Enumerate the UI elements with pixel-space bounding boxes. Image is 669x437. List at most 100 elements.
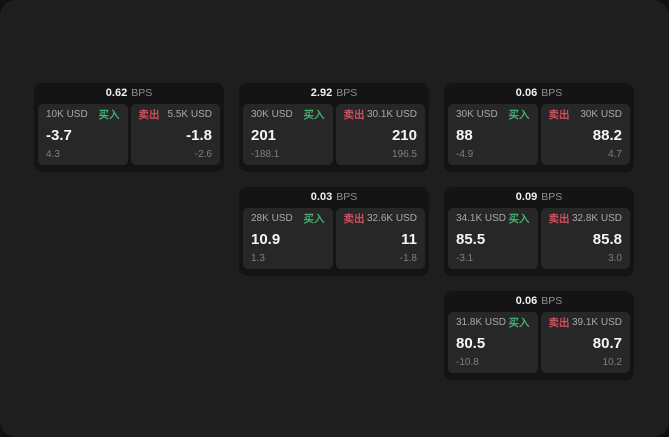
buy-panel-header: 10K USD 买入	[46, 110, 120, 121]
sell-amount: 32.6K USD	[366, 213, 417, 225]
sell-side-label: 卖出	[548, 213, 570, 225]
buy-change: -3.1	[456, 253, 474, 264]
buy-panel-header: 31.8K USD 买入	[456, 318, 530, 329]
bps-value: 0.06	[515, 295, 538, 307]
sell-price: 88.2	[592, 126, 622, 144]
sell-panel[interactable]: 卖出 30.1K USD 210 196.5	[335, 104, 425, 165]
sell-change: -2.6	[194, 149, 212, 160]
bps-header: 0.06 BPS	[444, 291, 634, 312]
buy-panel[interactable]: 30K USD 买入 201 -188.1	[243, 104, 333, 165]
buy-panel-header: 28K USD 买入	[251, 214, 325, 225]
buy-side-label: 买入	[508, 317, 530, 329]
buy-price: 10.9	[251, 230, 281, 248]
buy-price: 80.5	[456, 334, 486, 352]
bps-unit-label: BPS	[336, 191, 358, 204]
bps-value: 0.03	[310, 191, 333, 203]
sell-panel[interactable]: 卖出 5.5K USD -1.8 -2.6	[130, 104, 220, 165]
quote-card: 0.62 BPS 10K USD 买入 -3.7 4.3 卖出 5.5K USD…	[34, 83, 224, 172]
sell-price: 85.8	[592, 230, 622, 248]
quote-card: 2.92 BPS 30K USD 买入 201 -188.1 卖出 30.1K …	[239, 83, 429, 172]
buy-price: -3.7	[46, 126, 72, 144]
quote-panels: 30K USD 买入 88 -4.9 卖出 30K USD 88.2 4.7	[448, 104, 630, 165]
bps-unit-label: BPS	[131, 87, 153, 100]
buy-panel[interactable]: 30K USD 买入 88 -4.9	[448, 104, 538, 165]
buy-panel-header: 30K USD 买入	[251, 110, 325, 121]
bps-unit-label: BPS	[541, 295, 563, 308]
buy-amount: 34.1K USD	[456, 213, 507, 225]
buy-change: 4.3	[46, 149, 60, 160]
bps-value: 0.06	[515, 87, 538, 99]
bps-header: 0.03 BPS	[239, 187, 429, 208]
sell-panel[interactable]: 卖出 39.1K USD 80.7 10.2	[540, 312, 630, 373]
buy-price: 85.5	[456, 230, 486, 248]
sell-panel[interactable]: 卖出 32.8K USD 85.8 3.0	[540, 208, 630, 269]
buy-side-label: 买入	[98, 109, 120, 121]
buy-amount: 30K USD	[456, 109, 498, 121]
buy-amount: 30K USD	[251, 109, 293, 121]
buy-panel[interactable]: 10K USD 买入 -3.7 4.3	[38, 104, 128, 165]
sell-panel-header: 卖出 32.8K USD	[549, 214, 623, 225]
buy-change: -4.9	[456, 149, 474, 160]
buy-amount: 31.8K USD	[456, 317, 507, 329]
quote-panels: 10K USD 买入 -3.7 4.3 卖出 5.5K USD -1.8 -2.…	[38, 104, 220, 165]
buy-side-label: 买入	[303, 109, 325, 121]
sell-side-label: 卖出	[548, 317, 570, 329]
buy-panel[interactable]: 34.1K USD 买入 85.5 -3.1	[448, 208, 538, 269]
sell-side-label: 卖出	[548, 109, 570, 121]
buy-panel-header: 34.1K USD 买入	[456, 214, 530, 225]
quote-card: 0.06 BPS 30K USD 买入 88 -4.9 卖出 30K USD 8…	[444, 83, 634, 172]
sell-amount: 5.5K USD	[167, 109, 212, 121]
bps-value: 0.09	[515, 191, 538, 203]
sell-panel-header: 卖出 39.1K USD	[549, 318, 623, 329]
sell-panel-header: 卖出 30K USD	[549, 110, 623, 121]
quote-card: 0.03 BPS 28K USD 买入 10.9 1.3 卖出 32.6K US…	[239, 187, 429, 276]
bps-header: 0.09 BPS	[444, 187, 634, 208]
quote-panels: 28K USD 买入 10.9 1.3 卖出 32.6K USD 11 -1.8	[243, 208, 425, 269]
buy-change: 1.3	[251, 253, 265, 264]
quote-card: 0.06 BPS 31.8K USD 买入 80.5 -10.8 卖出 39.1…	[444, 291, 634, 380]
quote-panels: 30K USD 买入 201 -188.1 卖出 30.1K USD 210 1…	[243, 104, 425, 165]
bps-unit-label: BPS	[541, 191, 563, 204]
buy-side-label: 买入	[508, 213, 530, 225]
buy-panel[interactable]: 28K USD 买入 10.9 1.3	[243, 208, 333, 269]
buy-change: -10.8	[456, 357, 479, 368]
sell-change: 10.2	[602, 357, 622, 368]
buy-change: -188.1	[251, 149, 280, 160]
sell-change: 196.5	[391, 149, 417, 160]
sell-amount: 30K USD	[580, 109, 622, 121]
bps-header: 0.06 BPS	[444, 83, 634, 104]
sell-side-label: 卖出	[343, 109, 365, 121]
sell-change: 3.0	[608, 253, 622, 264]
bps-value: 0.62	[105, 87, 128, 99]
sell-panel-header: 卖出 5.5K USD	[139, 110, 213, 121]
quote-card: 0.09 BPS 34.1K USD 买入 85.5 -3.1 卖出 32.8K…	[444, 187, 634, 276]
buy-side-label: 买入	[508, 109, 530, 121]
sell-panel[interactable]: 卖出 30K USD 88.2 4.7	[540, 104, 630, 165]
sell-price: 80.7	[592, 334, 622, 352]
sell-side-label: 卖出	[343, 213, 365, 225]
sell-panel-header: 卖出 32.6K USD	[344, 214, 418, 225]
bps-unit-label: BPS	[541, 87, 563, 100]
buy-side-label: 买入	[303, 213, 325, 225]
sell-price: -1.8	[186, 126, 212, 144]
bps-header: 2.92 BPS	[239, 83, 429, 104]
bps-unit-label: BPS	[336, 87, 358, 100]
sell-panel[interactable]: 卖出 32.6K USD 11 -1.8	[335, 208, 425, 269]
sell-change: -1.8	[399, 253, 417, 264]
sell-amount: 39.1K USD	[571, 317, 622, 329]
sell-price: 210	[391, 126, 417, 144]
bps-value: 2.92	[310, 87, 333, 99]
sell-amount: 30.1K USD	[366, 109, 417, 121]
bps-header: 0.62 BPS	[34, 83, 224, 104]
buy-panel[interactable]: 31.8K USD 买入 80.5 -10.8	[448, 312, 538, 373]
sell-price: 11	[401, 230, 417, 248]
sell-panel-header: 卖出 30.1K USD	[344, 110, 418, 121]
quote-panels: 34.1K USD 买入 85.5 -3.1 卖出 32.8K USD 85.8…	[448, 208, 630, 269]
sell-change: 4.7	[608, 149, 622, 160]
buy-price: 201	[251, 126, 277, 144]
buy-amount: 10K USD	[46, 109, 88, 121]
quote-panels: 31.8K USD 买入 80.5 -10.8 卖出 39.1K USD 80.…	[448, 312, 630, 373]
buy-panel-header: 30K USD 买入	[456, 110, 530, 121]
sell-side-label: 卖出	[138, 109, 160, 121]
